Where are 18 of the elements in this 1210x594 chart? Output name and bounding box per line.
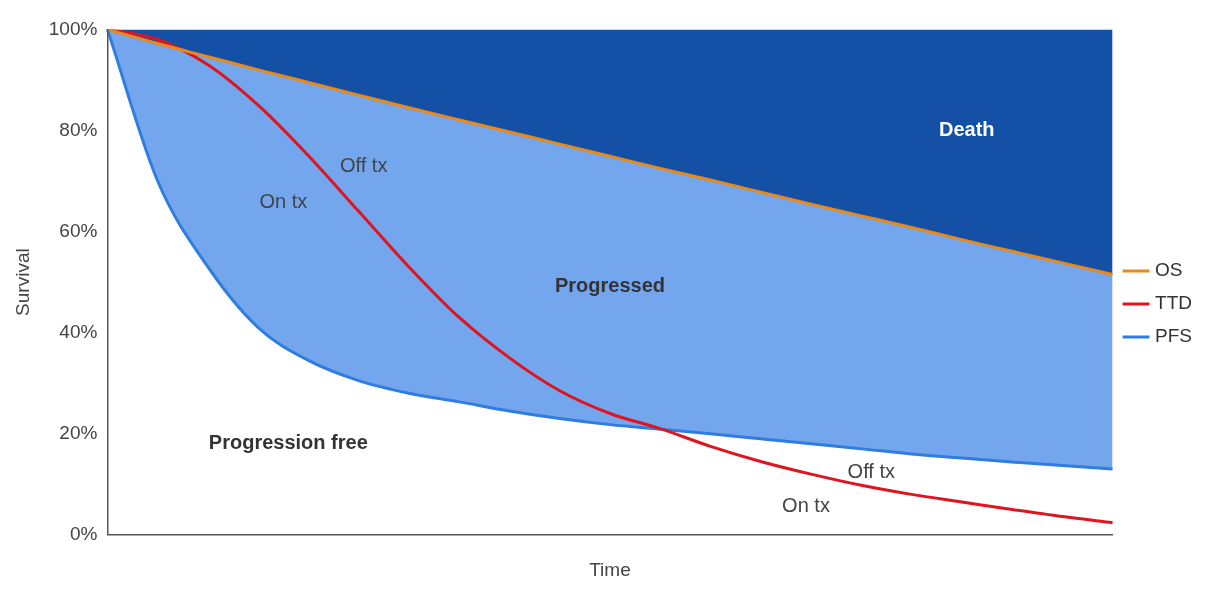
y-tick-label: 100% (48, 17, 98, 39)
y-axis-title: Survival (11, 248, 33, 316)
legend-label: OS (1155, 259, 1183, 281)
annotation: On tx (259, 189, 308, 212)
y-tick-label: 0% (69, 523, 98, 545)
x-axis-title: Time (589, 558, 631, 580)
annotation: Progression free (208, 431, 368, 454)
annotation: On tx (782, 494, 830, 517)
legend-label: TTD (1155, 292, 1192, 314)
y-tick-label: 20% (59, 421, 98, 443)
annotation: Progressed (554, 273, 665, 296)
legend-label: PFS (1155, 325, 1192, 347)
annotation: Off tx (340, 154, 388, 177)
y-tick-label: 80% (59, 118, 98, 140)
y-tick-label: 60% (59, 219, 98, 241)
annotation: Off tx (847, 460, 896, 483)
y-tick-label: 40% (59, 320, 98, 342)
annotation: Death (939, 118, 995, 140)
